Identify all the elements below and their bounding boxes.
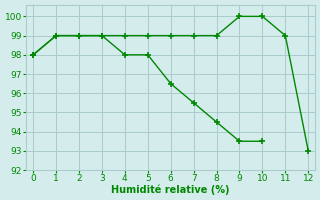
X-axis label: Humidité relative (%): Humidité relative (%) xyxy=(111,185,230,195)
